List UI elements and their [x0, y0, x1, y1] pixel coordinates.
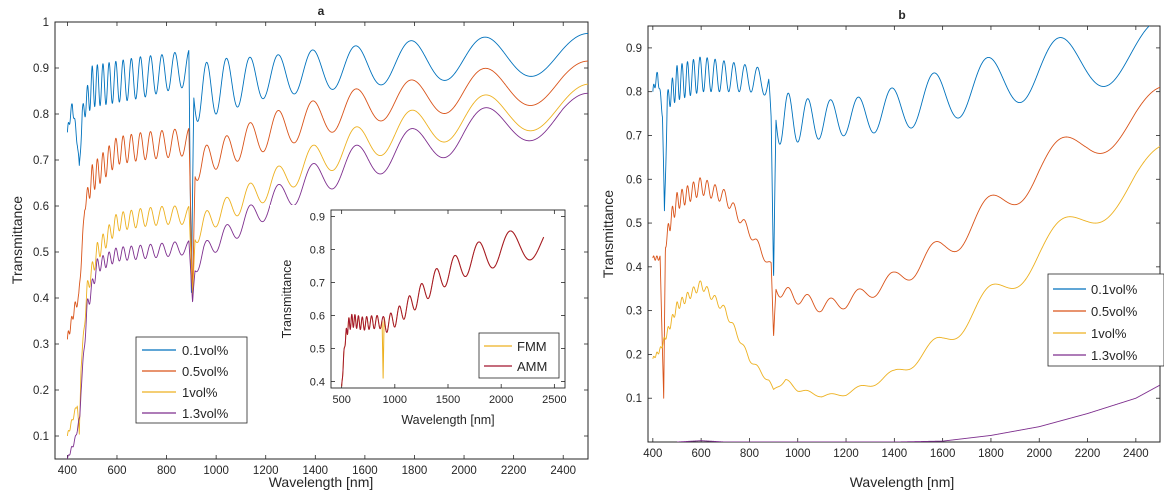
b-y-tick-label: 0.6: [626, 174, 642, 186]
b-series-line-0: [652, 26, 1150, 276]
inset-x-tick-label: 2000: [489, 394, 513, 406]
inset-legend-label-0: FMM: [517, 339, 547, 354]
b-x-tick-label: 2000: [1026, 448, 1052, 460]
a-y-tick-label: 0.1: [33, 431, 49, 443]
b-y-tick-label: 0.9: [626, 43, 642, 55]
a-x-tick-label: 2200: [501, 465, 527, 477]
plot-area-b: [647, 25, 1161, 443]
b-x-tick-label: 1000: [785, 448, 811, 460]
a-x-tick-label: 1400: [303, 465, 329, 477]
inset-y-tick-label: 0.4: [310, 376, 325, 388]
a-y-tick-label: 0.4: [33, 293, 50, 305]
inset-legend-box: [478, 332, 560, 379]
panel-a: a 400 600 800 1000 1200 1400 1600 1800 2000 2200 2…: [9, 4, 589, 490]
legend-box-a: [135, 336, 248, 424]
a-x-tick-label: 1600: [352, 465, 378, 477]
b-y-tick-label: 0.7: [626, 130, 642, 142]
legend-label-b-0: 0.1vol%: [1091, 282, 1138, 297]
b-series-line-3: [676, 384, 1160, 442]
b-series-line-2: [652, 146, 1160, 398]
inset-legend-label-1: AMM: [517, 359, 547, 374]
panel-title-a: a: [318, 4, 325, 18]
inset-y-tick-label: 0.5: [310, 343, 325, 355]
b-y-tick-label: 0.5: [626, 218, 642, 230]
a-x-tick-label: 2000: [451, 465, 477, 477]
b-y-tick-label: 0.1: [626, 393, 642, 405]
b-x-tick-label: 2200: [1075, 448, 1101, 460]
b-y-tick-label: 0.4: [626, 262, 643, 274]
inset-y-axis-label: Transmittance: [280, 260, 294, 339]
legend-label-a-3: 1.3vol%: [182, 406, 229, 421]
b-x-tick-label: 1600: [930, 448, 956, 460]
a-x-tick-label: 400: [58, 465, 77, 477]
a-x-tick-label: 1800: [402, 465, 428, 477]
b-y-tick-label: 0.3: [626, 306, 642, 318]
legend-b: 0.1vol% 0.5vol% 1vol% 1.3vol%: [1047, 273, 1164, 367]
a-y-tick-label: 0.9: [33, 63, 49, 75]
legend-label-a-1: 0.5vol%: [182, 364, 229, 379]
b-x-tick-label: 600: [692, 448, 711, 460]
b-x-tick-label: 2400: [1123, 448, 1149, 460]
a-x-tick-label: 2400: [550, 465, 576, 477]
panel-b: b 400 600 800 1000 1200 1400 1600 1800 2000 2200 2…: [600, 8, 1164, 490]
b-x-tick-label: 800: [740, 448, 759, 460]
b-x-tick-label: 1200: [833, 448, 859, 460]
a-series-line-2: [66, 83, 588, 437]
inset-chart: 500 1000 1500 2000 2500 0.4 0.5 0.6 0.7 0.8 0.9 Wa…: [270, 205, 575, 450]
a-y-tick-label: 0.3: [33, 339, 49, 351]
inset-y-tick-label: 0.6: [310, 310, 325, 322]
a-series-line-1: [66, 60, 588, 340]
inset-x-tick-label: 500: [332, 394, 350, 406]
inset-x-tick-label: 1000: [383, 394, 407, 406]
b-y-tick-label: 0.2: [626, 349, 642, 361]
legend-label-a-2: 1vol%: [182, 385, 218, 400]
y-axis-label-b: Transmittance: [600, 190, 616, 278]
a-y-tick-label: 0.6: [33, 201, 49, 213]
a-x-tick-label: 1000: [203, 465, 229, 477]
a-y-tick-label: 0.5: [33, 247, 49, 259]
inset-y-tick-label: 0.7: [310, 278, 325, 290]
b-x-tick-label: 400: [643, 448, 662, 460]
a-y-tick-label: 0.2: [33, 385, 49, 397]
legend-label-a-0: 0.1vol%: [182, 343, 229, 358]
inset-x-tick-label: 1500: [436, 394, 460, 406]
inset-x-axis-label: Wavelength [nm]: [401, 413, 494, 427]
a-x-tick-label: 600: [107, 465, 126, 477]
inset-y-tick-label: 0.9: [310, 212, 325, 224]
b-x-tick-label: 1800: [978, 448, 1004, 460]
a-y-tick-label: 1: [43, 17, 49, 29]
b-x-tick-label: 1400: [882, 448, 908, 460]
b-y-tick-label: 0.8: [626, 87, 642, 99]
a-x-tick-label: 1200: [253, 465, 279, 477]
a-y-tick-label: 0.8: [33, 109, 49, 121]
y-axis-label-a: Transmittance: [9, 196, 25, 284]
a-series-line-0: [66, 33, 588, 293]
inset-series-line-1: [341, 230, 545, 387]
legend-label-b-1: 0.5vol%: [1091, 304, 1138, 319]
b-series-line-1: [652, 86, 1160, 399]
legend-a: 0.1vol% 0.5vol% 1vol% 1.3vol%: [135, 336, 248, 424]
panel-title-b: b: [898, 8, 905, 22]
inset-y-tick-label: 0.8: [310, 245, 325, 257]
inset-legend: FMM AMM: [478, 332, 560, 379]
a-y-tick-label: 0.7: [33, 155, 49, 167]
x-axis-label-a: Wavelength [nm]: [269, 474, 374, 490]
inset-x-tick-label: 2500: [542, 394, 566, 406]
x-axis-label-b: Wavelength [nm]: [850, 474, 955, 490]
a-series-line-3: [66, 92, 588, 459]
legend-label-b-2: 1vol%: [1091, 326, 1127, 341]
legend-label-b-3: 1.3vol%: [1091, 348, 1138, 363]
a-x-tick-label: 800: [157, 465, 176, 477]
